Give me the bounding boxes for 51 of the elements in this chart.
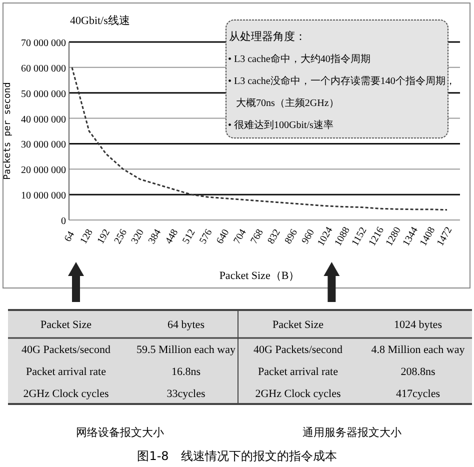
- y-tick-label: 10 000 000: [21, 190, 66, 202]
- annotation: • L3 cache没命中，一个内存读需要140个指令周期，: [228, 75, 456, 87]
- text: Packet arrival rate: [26, 366, 106, 378]
- annotation: 大概70ns（主频2GHz）: [236, 97, 339, 109]
- y-tick-label: 30 000 000: [21, 140, 66, 151]
- text: 40G Packets/second: [22, 344, 111, 356]
- text: 2GHz Clock cycles: [255, 388, 341, 400]
- x-tick-label: 448: [164, 228, 181, 246]
- y-tick-label: 20 000 000: [21, 165, 66, 176]
- text: 40G Packets/second: [254, 344, 343, 356]
- text: Packet Size: [272, 319, 324, 331]
- annotation: • L3 cache命中，大约40指令周期: [228, 53, 370, 65]
- x-tick-label: 704: [232, 228, 249, 246]
- chart-title: 40Gbit/s线速: [70, 14, 130, 27]
- x-tick-label: 832: [266, 228, 283, 246]
- x-axis-title: Packet Size（B）: [219, 270, 300, 282]
- y-tick-label: 40 000 000: [21, 114, 66, 126]
- annotation: 从处理器角度：: [229, 30, 306, 43]
- text: 417cycles: [396, 388, 440, 400]
- text: 1024 bytes: [394, 319, 442, 331]
- x-tick-label: 576: [198, 228, 215, 246]
- text: 16.8ns: [171, 366, 201, 378]
- x-tick-label: 512: [180, 228, 198, 246]
- text: 64 bytes: [168, 319, 204, 331]
- x-tick-label: 896: [282, 228, 300, 246]
- y-axis-title: Packets per second: [3, 82, 13, 180]
- text: 4.8 Million each way: [371, 344, 466, 356]
- text: 208.8ns: [400, 366, 436, 378]
- x-tick-label: 384: [146, 228, 164, 246]
- x-tick-label: 320: [130, 228, 147, 246]
- text: 通用服务器报文大小: [302, 426, 402, 439]
- x-tick-label: 128: [78, 228, 96, 246]
- text: 网络设备报文大小: [76, 426, 164, 439]
- x-tick-label: 192: [95, 228, 112, 246]
- text: 59.5 Million each way: [136, 344, 236, 356]
- x-tick-label: 768: [248, 228, 266, 246]
- text: 33cycles: [166, 388, 206, 400]
- y-tick-label: 0: [61, 216, 66, 227]
- text: Packet arrival rate: [258, 366, 338, 378]
- y-tick-label: 60 000 000: [21, 63, 66, 74]
- y-tick-label: 50 000 000: [21, 88, 66, 100]
- x-tick-label: 640: [214, 228, 232, 246]
- text: Packet Size: [40, 319, 92, 331]
- text: 2GHz Clock cycles: [23, 388, 109, 400]
- y-tick-label: 70 000 000: [21, 38, 66, 49]
- caption: 图1-8 线速情况下的报文的指令成本: [137, 449, 337, 463]
- x-tick-label: 64: [62, 230, 78, 244]
- line-series: [71, 66, 448, 211]
- x-tick-label: 960: [300, 228, 317, 246]
- annotation: • 很难达到100Gbit/s速率: [228, 119, 334, 131]
- x-tick-label: 256: [112, 228, 130, 246]
